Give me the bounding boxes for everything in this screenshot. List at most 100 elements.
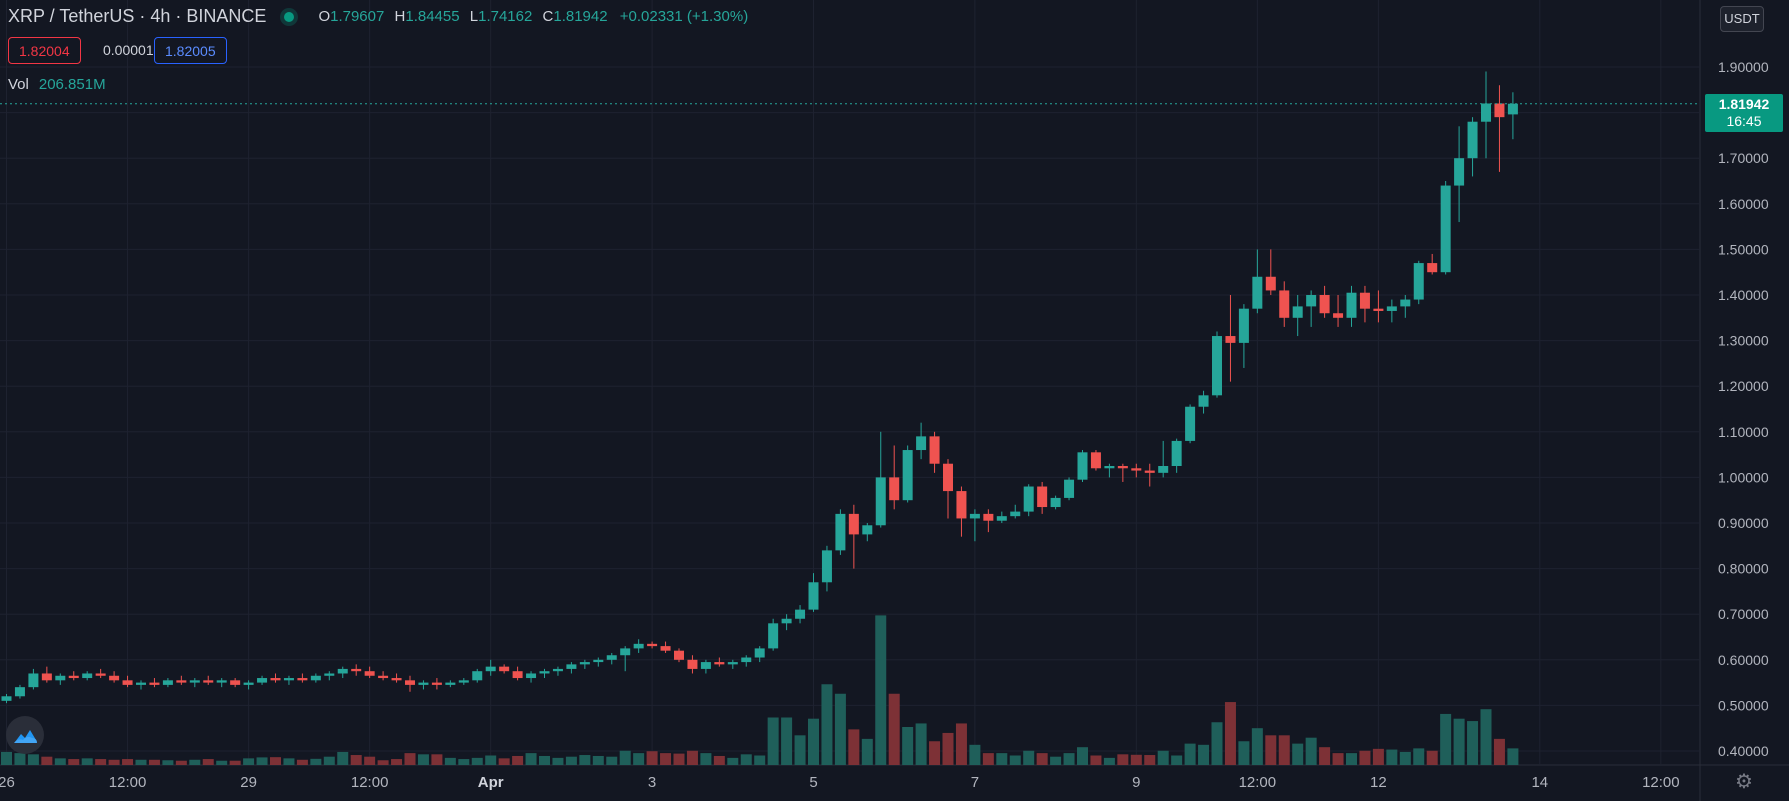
candle-body[interactable] bbox=[391, 678, 402, 681]
candle-body[interactable] bbox=[889, 477, 900, 501]
candle-body[interactable] bbox=[1010, 511, 1021, 517]
candle-body[interactable] bbox=[445, 682, 456, 685]
candle-body[interactable] bbox=[431, 682, 442, 685]
candle-body[interactable] bbox=[1400, 299, 1411, 307]
candle-body[interactable] bbox=[1158, 466, 1169, 473]
candle-body[interactable] bbox=[1198, 395, 1209, 407]
candle-body[interactable] bbox=[929, 436, 940, 464]
candle-body[interactable] bbox=[472, 671, 483, 681]
candle-body[interactable] bbox=[28, 673, 39, 688]
candle-body[interactable] bbox=[943, 463, 953, 492]
candle-body[interactable] bbox=[1440, 185, 1451, 273]
candle-body[interactable] bbox=[55, 675, 66, 681]
candle-body[interactable] bbox=[1037, 486, 1048, 508]
candle-body[interactable] bbox=[512, 671, 523, 679]
candle-body[interactable] bbox=[1117, 466, 1128, 469]
candle-body[interactable] bbox=[526, 673, 537, 679]
candle-body[interactable] bbox=[1185, 406, 1196, 441]
candle-body[interactable] bbox=[916, 436, 927, 451]
candle-body[interactable] bbox=[41, 673, 52, 681]
candle-body[interactable] bbox=[674, 650, 684, 660]
candle-body[interactable] bbox=[364, 671, 375, 676]
candle-body[interactable] bbox=[1077, 452, 1088, 480]
candle-body[interactable] bbox=[1050, 497, 1061, 508]
candle-body[interactable] bbox=[1373, 308, 1384, 311]
candle-body[interactable] bbox=[109, 675, 120, 681]
candle-body[interactable] bbox=[418, 682, 429, 685]
candle-body[interactable] bbox=[485, 666, 496, 672]
candle-body[interactable] bbox=[727, 662, 738, 665]
candle-body[interactable] bbox=[310, 675, 321, 681]
candle-body[interactable] bbox=[1171, 440, 1182, 466]
candle-body[interactable] bbox=[230, 680, 241, 685]
candle-body[interactable] bbox=[189, 680, 200, 683]
candle-body[interactable] bbox=[297, 678, 308, 681]
candle-body[interactable] bbox=[1467, 121, 1478, 159]
candle-body[interactable] bbox=[1494, 103, 1505, 118]
candle-body[interactable] bbox=[552, 668, 563, 672]
candle-body[interactable] bbox=[149, 682, 160, 685]
candle-body[interactable] bbox=[162, 680, 173, 685]
candle-body[interactable] bbox=[566, 664, 577, 669]
candle-body[interactable] bbox=[1064, 479, 1075, 498]
candle-body[interactable] bbox=[848, 513, 859, 535]
candle-body[interactable] bbox=[68, 675, 79, 679]
candle-body[interactable] bbox=[700, 662, 711, 669]
candle-body[interactable] bbox=[1104, 466, 1115, 469]
sell-button[interactable]: 1.82004 bbox=[8, 37, 81, 64]
candle-body[interactable] bbox=[875, 477, 886, 526]
candle-body[interactable] bbox=[257, 678, 268, 683]
candle-body[interactable] bbox=[606, 655, 617, 660]
candle-body[interactable] bbox=[82, 673, 93, 679]
candle-body[interactable] bbox=[862, 525, 873, 535]
candle-body[interactable] bbox=[714, 662, 725, 665]
candle-body[interactable] bbox=[176, 680, 187, 683]
candle-body[interactable] bbox=[593, 659, 604, 663]
candle-body[interactable] bbox=[1333, 313, 1344, 318]
candle-body[interactable] bbox=[687, 659, 698, 669]
candle-body[interactable] bbox=[1319, 295, 1330, 314]
candle-body[interactable] bbox=[539, 671, 550, 674]
candle-body[interactable] bbox=[821, 550, 832, 583]
symbol-title[interactable]: XRP / TetherUS · 4h · BINANCE bbox=[8, 6, 267, 26]
candle-body[interactable] bbox=[1507, 103, 1518, 115]
candle-body[interactable] bbox=[781, 618, 792, 624]
candle-body[interactable] bbox=[1346, 292, 1357, 318]
candle-body[interactable] bbox=[1225, 336, 1236, 343]
candle-body[interactable] bbox=[1238, 308, 1249, 343]
candle-body[interactable] bbox=[136, 682, 146, 685]
candle-body[interactable] bbox=[14, 687, 25, 697]
candle-body[interactable] bbox=[203, 680, 214, 683]
currency-button[interactable]: USDT bbox=[1720, 6, 1764, 32]
candle-body[interactable] bbox=[983, 513, 994, 521]
candle-body[interactable] bbox=[795, 609, 806, 619]
candle-body[interactable] bbox=[283, 678, 294, 681]
gear-icon[interactable]: ⚙ bbox=[1735, 771, 1753, 793]
candle-body[interactable] bbox=[216, 680, 227, 683]
candle-body[interactable] bbox=[1454, 158, 1465, 186]
candle-body[interactable] bbox=[633, 643, 644, 649]
candle-body[interactable] bbox=[499, 666, 510, 672]
candle-body[interactable] bbox=[1212, 336, 1222, 396]
candle-body[interactable] bbox=[405, 680, 415, 685]
candle-body[interactable] bbox=[808, 582, 819, 610]
candle-body[interactable] bbox=[1292, 306, 1303, 318]
candle-body[interactable] bbox=[243, 682, 254, 685]
candle-body[interactable] bbox=[647, 643, 658, 647]
candle-body[interactable] bbox=[835, 513, 846, 551]
candle-body[interactable] bbox=[768, 623, 779, 649]
candle-body[interactable] bbox=[1144, 470, 1155, 473]
candle-body[interactable] bbox=[1023, 486, 1034, 512]
candle-body[interactable] bbox=[270, 678, 281, 681]
candle-body[interactable] bbox=[996, 516, 1007, 521]
candle-body[interactable] bbox=[1279, 290, 1290, 318]
candle-body[interactable] bbox=[1359, 292, 1370, 309]
candle-body[interactable] bbox=[324, 673, 335, 676]
candle-body[interactable] bbox=[378, 675, 389, 679]
candle-body[interactable] bbox=[579, 662, 590, 665]
candle-body[interactable] bbox=[620, 648, 631, 656]
candle-body[interactable] bbox=[1265, 276, 1276, 291]
candle-body[interactable] bbox=[1252, 276, 1263, 309]
candle-body[interactable] bbox=[337, 668, 348, 674]
